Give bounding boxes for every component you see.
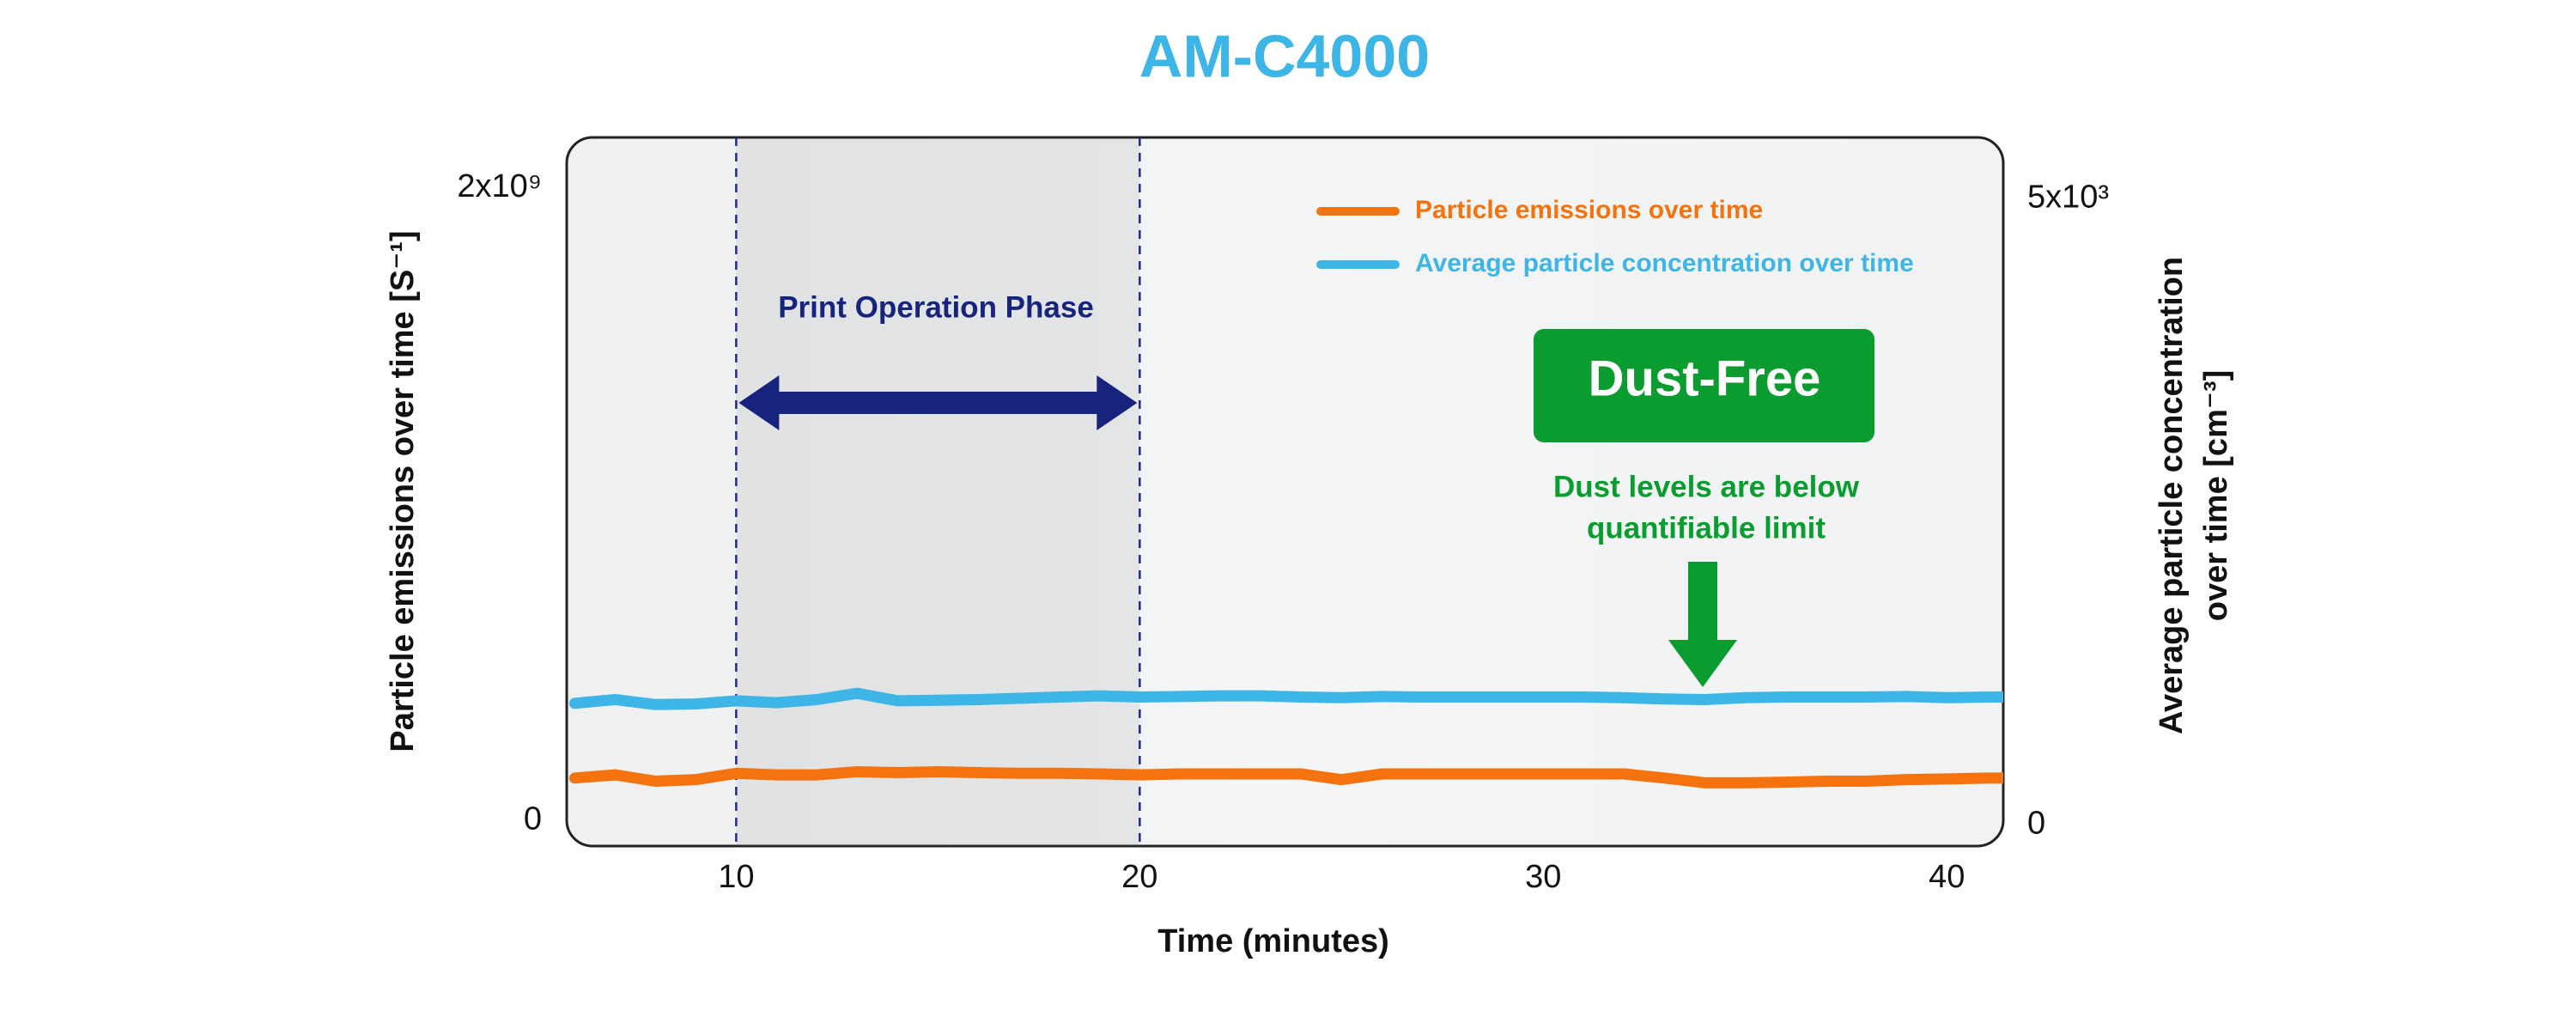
y-tick-label: 0 xyxy=(524,801,542,837)
badge: Dust-Free xyxy=(1589,350,1821,406)
series-line xyxy=(568,687,2003,710)
y2-axis-label: over time [cm⁻³] xyxy=(2198,370,2234,621)
x-tick-label: 30 xyxy=(1525,859,1561,895)
plot-layer xyxy=(568,137,2003,846)
plot-area xyxy=(565,136,2005,848)
x-tick-label: 40 xyxy=(1929,859,1965,895)
y2-tick-label: 0 xyxy=(2027,805,2045,841)
y-axis-label: Particle emissions over time [S⁻¹] xyxy=(385,230,421,752)
y2-axis-label: Average particle concentration xyxy=(2154,257,2190,734)
y2-tick-label: 5x10³ xyxy=(2027,179,2109,215)
phase-arrow xyxy=(738,375,1138,430)
phase-band xyxy=(736,137,1140,846)
note-arrow xyxy=(1668,562,1737,687)
y-tick-label: 2x10⁹ xyxy=(457,168,542,204)
legend-label: Average particle concentration over time xyxy=(1415,249,1914,277)
x-tick-label: 10 xyxy=(718,859,754,895)
note: quantifiable limit xyxy=(1587,511,1826,545)
legend-label: Particle emissions over time xyxy=(1415,196,1763,224)
series-line xyxy=(568,765,2003,788)
badge-box xyxy=(1534,329,1874,442)
phase-label: Print Operation Phase xyxy=(778,290,1094,324)
x-tick-label: 20 xyxy=(1121,859,1157,895)
x-axis-label: Time (minutes) xyxy=(1157,923,1389,959)
note: Dust levels are below xyxy=(1553,470,1860,503)
chart-title: AM-C4000 xyxy=(1139,22,1430,89)
